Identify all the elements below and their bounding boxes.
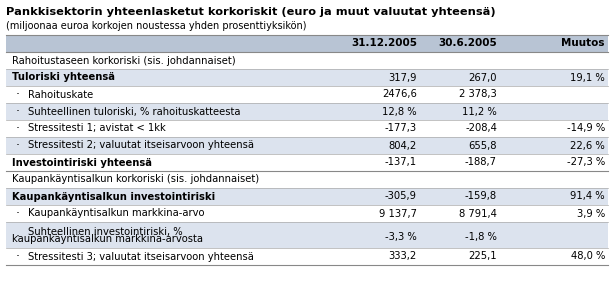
Text: 267,0: 267,0	[468, 73, 497, 82]
Text: ·: ·	[16, 139, 20, 152]
Text: Suhteellinen investointiriski, %: Suhteellinen investointiriski, %	[28, 227, 182, 237]
Bar	[6, 86, 608, 103]
Text: 11,2 %: 11,2 %	[462, 106, 497, 117]
Text: ·: ·	[16, 230, 20, 243]
Text: 225,1: 225,1	[468, 252, 497, 261]
Bar	[6, 103, 608, 120]
Text: (miljoonaa euroa korkojen noustessa yhden prosenttiyksikön): (miljoonaa euroa korkojen noustessa yhde…	[6, 21, 306, 31]
Text: -188,7: -188,7	[465, 157, 497, 167]
Bar	[6, 248, 608, 265]
Text: 804,2: 804,2	[389, 141, 417, 150]
Text: 9 137,7: 9 137,7	[379, 209, 417, 218]
Text: 655,8: 655,8	[468, 141, 497, 150]
Bar	[6, 120, 608, 137]
Text: Kaupankäyntisalkun korkoriski (sis. johdannaiset): Kaupankäyntisalkun korkoriski (sis. johd…	[12, 174, 259, 185]
Text: 317,9: 317,9	[389, 73, 417, 82]
Text: ·: ·	[16, 207, 20, 220]
Text: 333,2: 333,2	[389, 252, 417, 261]
Bar	[6, 188, 608, 205]
Bar	[6, 35, 608, 52]
Text: Stressitesti 2; valuutat itseisarvoon yhteensä: Stressitesti 2; valuutat itseisarvoon yh…	[28, 141, 254, 150]
Text: 12,8 %: 12,8 %	[383, 106, 417, 117]
Text: Investointiriski yhteensä: Investointiriski yhteensä	[12, 157, 152, 167]
Bar	[6, 154, 608, 171]
Bar	[6, 171, 608, 188]
Text: 8 791,4: 8 791,4	[459, 209, 497, 218]
Text: -137,1: -137,1	[385, 157, 417, 167]
Bar	[6, 137, 608, 154]
Text: 30.6.2005: 30.6.2005	[438, 38, 497, 48]
Text: 2476,6: 2476,6	[382, 89, 417, 99]
Text: Tuloriski yhteensä: Tuloriski yhteensä	[12, 73, 115, 82]
Text: Stressitesti 3; valuutat itseisarvoon yhteensä: Stressitesti 3; valuutat itseisarvoon yh…	[28, 252, 254, 261]
Text: Rahoitustaseen korkoriski (sis. johdannaiset): Rahoitustaseen korkoriski (sis. johdanna…	[12, 56, 236, 66]
Text: 3,9 %: 3,9 %	[577, 209, 605, 218]
Text: ·: ·	[16, 88, 20, 101]
Text: Muutos: Muutos	[561, 38, 605, 48]
Text: 31.12.2005: 31.12.2005	[351, 38, 417, 48]
Text: Kaupankäyntisalkun investointiriski: Kaupankäyntisalkun investointiriski	[12, 192, 215, 202]
Text: 48,0 %: 48,0 %	[570, 252, 605, 261]
Text: 91,4 %: 91,4 %	[570, 192, 605, 202]
Bar	[6, 222, 608, 248]
Text: -159,8: -159,8	[465, 192, 497, 202]
Text: -1,8 %: -1,8 %	[465, 232, 497, 242]
Bar	[6, 205, 608, 222]
Text: 2 378,3: 2 378,3	[459, 89, 497, 99]
Text: ·: ·	[16, 250, 20, 263]
Text: Suhteellinen tuloriski, % rahoituskatteesta: Suhteellinen tuloriski, % rahoituskattee…	[28, 106, 241, 117]
Text: Rahoituskate: Rahoituskate	[28, 89, 93, 99]
Text: -177,3: -177,3	[385, 124, 417, 134]
Text: ·: ·	[16, 105, 20, 118]
Text: -3,3 %: -3,3 %	[385, 232, 417, 242]
Text: ·: ·	[16, 122, 20, 135]
Text: Kaupankäyntisalkun markkina-arvo: Kaupankäyntisalkun markkina-arvo	[28, 209, 204, 218]
Text: 19,1 %: 19,1 %	[570, 73, 605, 82]
Text: kaupankäyntisalkun markkina-arvosta: kaupankäyntisalkun markkina-arvosta	[12, 234, 203, 244]
Text: Pankkisektorin yhteenlasketut korkoriskit (euro ja muut valuutat yhteensä): Pankkisektorin yhteenlasketut korkoriski…	[6, 7, 495, 17]
Text: Stressitesti 1; avistat < 1kk: Stressitesti 1; avistat < 1kk	[28, 124, 166, 134]
Bar	[6, 52, 608, 69]
Text: -208,4: -208,4	[465, 124, 497, 134]
Text: 22,6 %: 22,6 %	[570, 141, 605, 150]
Text: -305,9: -305,9	[385, 192, 417, 202]
Bar	[6, 69, 608, 86]
Text: -27,3 %: -27,3 %	[567, 157, 605, 167]
Text: -14,9 %: -14,9 %	[567, 124, 605, 134]
